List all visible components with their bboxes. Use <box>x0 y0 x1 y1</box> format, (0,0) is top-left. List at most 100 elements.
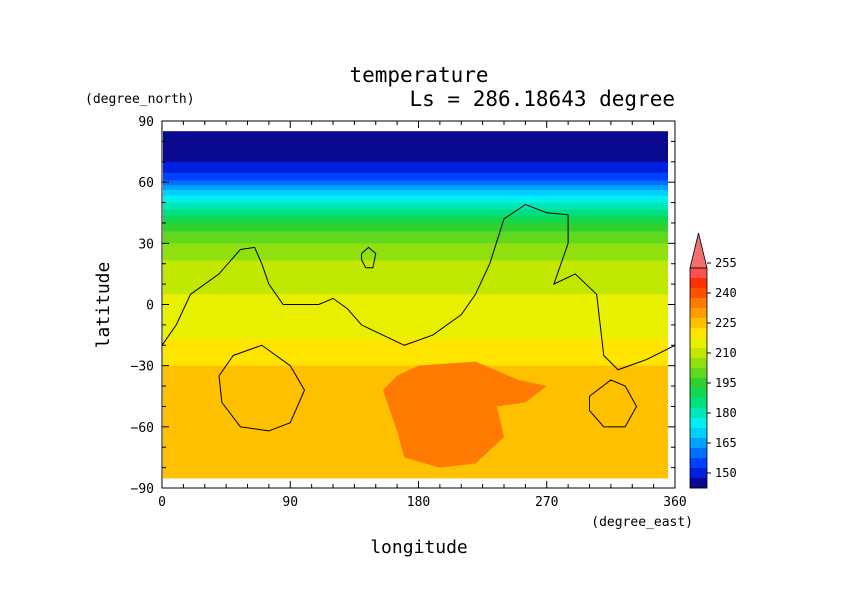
temperature-band <box>163 335 668 340</box>
colorbar-swatch <box>690 448 707 459</box>
chart-subtitle: Ls = 286.18643 degree <box>409 87 675 111</box>
temperature-band <box>163 185 668 189</box>
temperature-band <box>163 216 668 219</box>
colorbar-tick-label: 150 <box>715 466 737 480</box>
temperature-band <box>163 189 668 193</box>
colorbar-swatch <box>690 388 707 399</box>
temperature-band <box>163 341 668 346</box>
temperature-band <box>163 345 668 350</box>
temperature-band <box>163 211 668 214</box>
x-tick-label: 360 <box>663 495 686 510</box>
temperature-band <box>163 248 668 251</box>
temperature-band <box>163 199 668 202</box>
colorbar-tick-label: 195 <box>715 376 737 390</box>
temperature-band <box>163 200 668 204</box>
temperature-band <box>163 239 668 243</box>
colorbar-swatch <box>690 368 707 379</box>
temperature-band <box>163 217 668 221</box>
temperature-band <box>163 260 668 263</box>
temperature-band <box>163 256 668 260</box>
colorbar-swatch <box>690 288 707 299</box>
contour-line <box>589 379 638 428</box>
colorbar-tick-label: 225 <box>715 316 737 330</box>
colorbar-tick-label: 180 <box>715 406 737 420</box>
colorbar-swatch <box>690 338 707 349</box>
temperature-band <box>163 209 668 212</box>
temperature-band <box>163 234 668 238</box>
temperature-band <box>163 164 668 168</box>
temperature-band <box>163 226 668 229</box>
temperature-band <box>163 151 668 158</box>
colorbar: 255 240 225 210 195 180 165 150 <box>689 232 737 489</box>
temperature-band <box>163 228 668 231</box>
temperature-band <box>163 290 668 295</box>
x-tick-label: 90 <box>282 495 298 510</box>
y-tick-label: −30 <box>131 360 154 375</box>
y-axis-label: latitude <box>93 262 114 349</box>
y-tick-label: 60 <box>138 176 154 191</box>
temperature-band <box>163 202 668 205</box>
y-tick-label: 0 <box>146 299 154 314</box>
temperature-band <box>163 250 668 253</box>
temperature-band <box>163 352 668 357</box>
temperature-band <box>163 141 668 148</box>
temperature-band <box>163 277 668 282</box>
temperature-band <box>163 131 668 137</box>
temperature-band <box>163 175 668 179</box>
colorbar-tick-label: 240 <box>715 286 737 300</box>
colorbar-swatch <box>690 398 707 409</box>
temperature-band <box>163 284 668 289</box>
temperature-band <box>163 262 668 265</box>
colorbar-frame <box>689 267 708 489</box>
colorbar-swatch <box>690 358 707 369</box>
temperature-band <box>163 321 668 326</box>
y-axis: 90 60 30 0 −30 −60 −90 <box>131 115 675 497</box>
temperature-band <box>163 462 668 469</box>
temperature-band <box>163 294 668 299</box>
temperature-band <box>163 314 668 319</box>
x-axis: 0 90 180 270 360 <box>158 121 687 510</box>
y-tick-label: 90 <box>138 115 154 130</box>
colorbar-swatch <box>690 478 707 489</box>
temperature-band <box>163 136 668 142</box>
colorbar-swatch <box>690 428 707 439</box>
temperature-band <box>163 194 668 197</box>
colorbar-swatch <box>690 438 707 449</box>
colorbar-tick-label: 165 <box>715 436 737 450</box>
temperature-field <box>163 131 668 479</box>
temperature-band <box>163 328 668 333</box>
temperature-band <box>163 241 668 244</box>
temperature-band <box>163 297 668 302</box>
temperature-band <box>163 267 668 272</box>
temperature-band <box>163 238 668 241</box>
temperature-band <box>163 221 668 224</box>
temperature-band <box>163 263 668 268</box>
temperature-band <box>163 197 668 200</box>
y-tick-label: −60 <box>131 421 154 436</box>
colorbar-swatch <box>690 278 707 289</box>
temperature-band <box>163 273 668 278</box>
x-tick-label: 0 <box>158 495 166 510</box>
temperature-band <box>163 182 668 186</box>
temperature-band <box>163 204 668 207</box>
temperature-band <box>163 301 668 306</box>
temperature-band <box>163 280 668 285</box>
temperature-band <box>163 307 668 312</box>
temperature-band <box>163 311 668 316</box>
colorbar-overflow-triangle <box>689 232 708 269</box>
x-units-label: (degree_east) <box>591 515 693 530</box>
temperature-band <box>163 169 668 174</box>
temperature-band <box>163 146 668 153</box>
temperature-band <box>163 205 668 209</box>
land-contours <box>161 204 676 432</box>
colorbar-swatch <box>690 348 707 359</box>
contour-line <box>161 204 676 371</box>
temperature-band <box>163 338 668 343</box>
colorbar-swatch <box>690 418 707 429</box>
temperature-band <box>163 229 668 233</box>
colorbar-swatch <box>690 298 707 309</box>
temperature-band <box>163 172 668 176</box>
temperature-band <box>163 251 668 255</box>
contour-line <box>218 344 306 432</box>
colorbar-swatch <box>690 328 707 339</box>
